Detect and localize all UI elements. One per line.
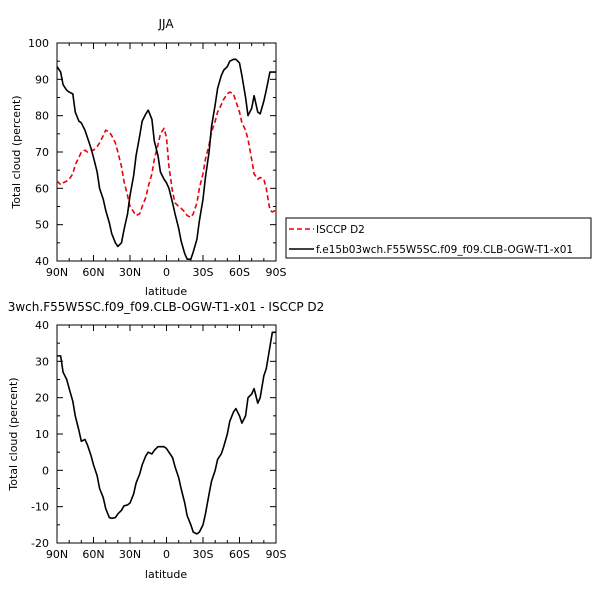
x-tick-label: 0 — [163, 548, 170, 561]
panel-bottom-x-axis-label: latitude — [145, 568, 187, 581]
panel-top-ticks — [56, 42, 277, 262]
panel-bottom: 3wch.F55W5SC.f09_f09.CLB-OGW-T1-x01 - IS… — [7, 300, 324, 581]
y-tick-label: 0 — [42, 464, 49, 477]
x-tick-label: 90N — [46, 548, 68, 561]
y-tick-label: 30 — [35, 355, 49, 368]
y-tick-label: 80 — [35, 110, 49, 123]
panel-top-x-axis-label: latitude — [145, 285, 187, 298]
x-tick-label: 60N — [82, 266, 104, 279]
y-tick-label: -20 — [31, 537, 49, 550]
panel-bottom-series — [57, 331, 276, 535]
x-tick-label: 30N — [119, 548, 141, 561]
legend-box — [285, 217, 592, 259]
panel-top-plot-frame — [56, 42, 277, 262]
panel-top-series-line-isccp — [56, 91, 277, 219]
legend: ISCCP D2 f.e15b03wch.F55W5SC.f09_f09.CLB… — [285, 217, 592, 259]
panel-bottom-series-line-difference — [57, 331, 276, 535]
y-tick-label: 50 — [35, 219, 49, 232]
panel-bottom-ticks — [56, 324, 277, 544]
legend-label-isccp: ISCCP D2 — [316, 224, 365, 236]
panel-bottom-plot-frame — [56, 324, 277, 544]
y-tick-label: 60 — [35, 182, 49, 195]
panel-top-x-tick-labels: 90N 60N 30N 0 30S 60S 90S — [46, 266, 287, 279]
x-tick-label: 60S — [229, 266, 250, 279]
panel-bottom-y-tick-labels: -20 -10 0 10 20 30 40 — [31, 319, 49, 550]
x-tick-label: 60S — [229, 548, 250, 561]
panel-top: JJA 90N 60N 30N 0 30S 60S 90S 405060708090100 … — [10, 17, 287, 298]
panel-top-series-line-model — [56, 58, 276, 260]
y-tick-label: 10 — [35, 428, 49, 441]
panel-bottom-x-tick-labels: 90N 60N 30N 0 30S 60S 90S — [46, 548, 287, 561]
panel-top-y-tick-labels: 40 50 60 70 80 90 100 — [28, 37, 49, 268]
y-tick-label: 100 — [28, 37, 49, 50]
y-tick-label: 40 — [35, 255, 49, 268]
panel-top-title: JJA — [157, 17, 174, 31]
x-tick-label: 30S — [193, 266, 214, 279]
x-tick-label: 90S — [266, 548, 287, 561]
y-tick-label: 70 — [35, 146, 49, 159]
x-tick-label: 90S — [266, 266, 287, 279]
x-tick-label: 0 — [163, 266, 170, 279]
panel-bottom-y-axis-label: Total cloud (percent) — [7, 377, 20, 491]
y-tick-label: -10 — [31, 501, 49, 514]
y-tick-label: 90 — [35, 73, 49, 86]
x-tick-label: 60N — [82, 548, 104, 561]
y-tick-label: 20 — [35, 392, 49, 405]
x-tick-label: 30N — [119, 266, 141, 279]
panel-bottom-title: 3wch.F55W5SC.f09_f09.CLB-OGW-T1-x01 - IS… — [8, 300, 325, 314]
x-tick-label: 90N — [46, 266, 68, 279]
y-tick-label: 40 — [35, 319, 49, 332]
legend-label-model: f.e15b03wch.F55W5SC.f09_f09.CLB-OGW-T1-x… — [316, 244, 573, 256]
x-tick-label: 30S — [193, 548, 214, 561]
panel-top-y-axis-label: Total cloud (percent) — [10, 95, 23, 209]
panel-top-series — [56, 58, 277, 260]
